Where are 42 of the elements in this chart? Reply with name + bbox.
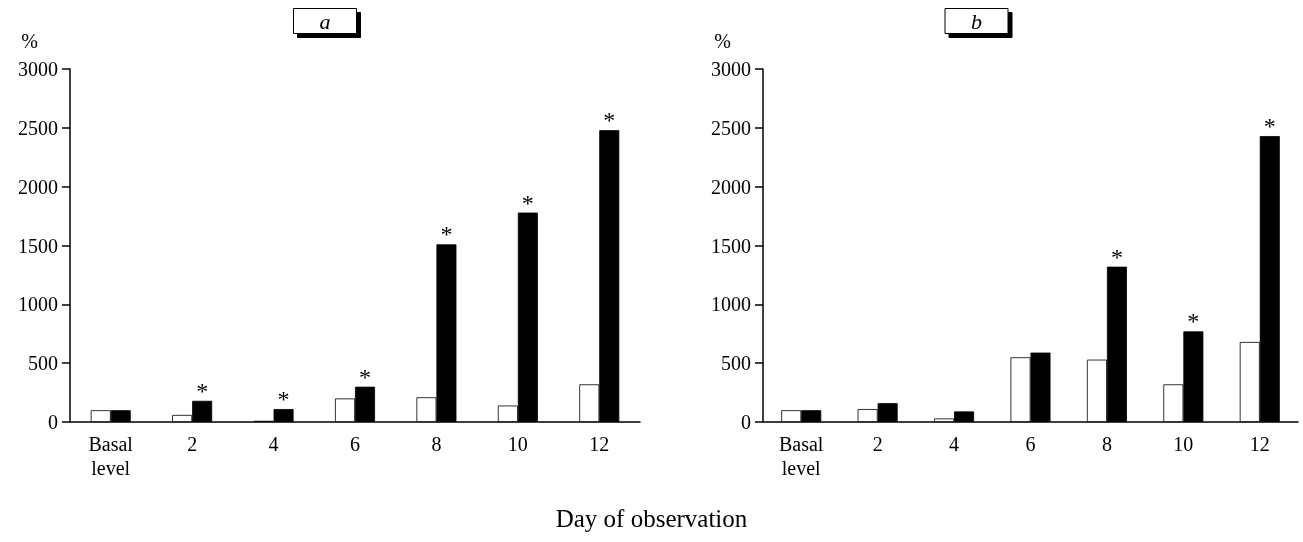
- x-tick-label: 12: [589, 433, 610, 455]
- y-axis-title: %: [21, 30, 38, 52]
- annotation: *: [196, 377, 209, 404]
- annotation: *: [521, 189, 534, 216]
- y-tick-label: 0: [48, 411, 58, 433]
- x-tick-label: 2: [872, 433, 883, 455]
- x-tick-label: 10: [1173, 433, 1194, 455]
- x-tick-label: 8: [431, 433, 442, 455]
- y-tick-label: 1000: [18, 293, 58, 316]
- y-tick-label: 0: [741, 411, 751, 433]
- y-tick-label: 500: [721, 352, 751, 375]
- y-axis-title: %: [714, 30, 731, 52]
- x-tick-label: 10: [507, 433, 528, 455]
- y-tick-label: 1500: [711, 234, 751, 257]
- annotation: *: [277, 386, 290, 413]
- annotation: *: [1110, 243, 1123, 270]
- y-tick-label: 3000: [711, 58, 751, 80]
- y-tick-label: 2500: [18, 116, 58, 139]
- y-tick-label: 2000: [711, 175, 751, 198]
- x-tick-label: 6: [1025, 433, 1036, 455]
- chart-title: a: [319, 8, 331, 34]
- x-tick-label: Basal level: [88, 433, 134, 479]
- annotation: *: [1187, 308, 1200, 335]
- x-tick-label: 12: [1249, 433, 1270, 455]
- x-tick-label: Basal level: [779, 433, 824, 479]
- annotation: *: [603, 107, 616, 134]
- x-axis-title: Day of observation: [554, 505, 749, 533]
- y-tick-label: 2500: [711, 116, 751, 139]
- x-tick-label: 8: [1101, 433, 1112, 455]
- y-tick-label: 500: [28, 352, 58, 375]
- chart-title: b: [971, 8, 982, 34]
- x-tick-label: 4: [268, 433, 279, 455]
- y-tick-label: 3000: [18, 58, 58, 80]
- annotation: *: [440, 221, 453, 248]
- y-tick-label: 2000: [18, 175, 58, 198]
- y-tick-label: 1000: [711, 293, 751, 316]
- x-tick-label: 4: [949, 433, 960, 455]
- annotation: *: [359, 363, 371, 390]
- x-tick-label: 2: [187, 433, 198, 455]
- y-tick-label: 1500: [18, 234, 58, 257]
- x-tick-label: 6: [350, 433, 360, 455]
- annotation: *: [1263, 113, 1276, 140]
